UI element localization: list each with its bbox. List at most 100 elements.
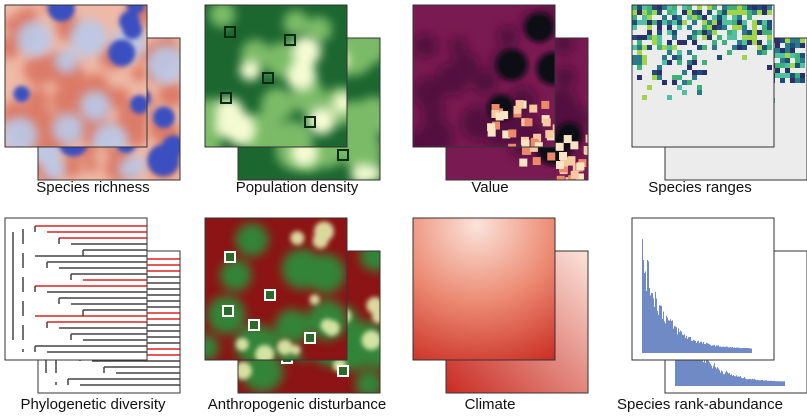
abundance-bar bbox=[722, 371, 723, 386]
blob bbox=[146, 45, 180, 85]
abundance-bar bbox=[742, 348, 743, 353]
abundance-bar bbox=[671, 321, 672, 353]
abundance-bar bbox=[654, 306, 655, 353]
abundance-bar bbox=[737, 347, 738, 353]
abundance-bar bbox=[698, 340, 699, 353]
abundance-bar bbox=[728, 373, 729, 386]
bright-cell bbox=[545, 130, 554, 139]
bright-cell bbox=[534, 142, 543, 147]
range-cell bbox=[642, 55, 647, 60]
range-cell bbox=[657, 45, 662, 50]
range-cell bbox=[647, 10, 652, 15]
blob bbox=[290, 231, 305, 246]
abundance-bar bbox=[739, 347, 740, 353]
panel-bg bbox=[5, 218, 147, 360]
blob bbox=[69, 18, 108, 57]
range-cell bbox=[637, 75, 642, 80]
range-cell bbox=[737, 5, 742, 10]
bright-cell bbox=[521, 139, 530, 147]
blob bbox=[239, 59, 261, 81]
blob bbox=[241, 350, 284, 393]
range-cell bbox=[780, 38, 785, 43]
blob bbox=[214, 111, 242, 139]
range-cell bbox=[697, 45, 702, 50]
abundance-bar bbox=[667, 317, 668, 353]
site-square bbox=[224, 26, 236, 38]
blob bbox=[553, 38, 575, 55]
abundance-bar bbox=[686, 335, 687, 353]
range-cell bbox=[707, 30, 712, 35]
range-cell bbox=[732, 30, 737, 35]
blob bbox=[130, 94, 147, 114]
blob bbox=[274, 308, 310, 344]
range-cell bbox=[757, 10, 762, 15]
range-cell bbox=[642, 95, 647, 100]
range-cell bbox=[672, 5, 677, 10]
range-cell bbox=[632, 60, 637, 65]
range-cell bbox=[667, 25, 672, 30]
range-cell bbox=[657, 10, 662, 15]
range-cell bbox=[742, 55, 747, 60]
range-cell bbox=[790, 48, 795, 53]
abundance-bar bbox=[706, 342, 707, 353]
panel-label: Species rank-abundance bbox=[617, 396, 783, 413]
abundance-bar bbox=[745, 348, 746, 353]
abundance-bar bbox=[696, 351, 697, 386]
range-cell bbox=[632, 15, 637, 20]
abundance-bar bbox=[649, 287, 650, 353]
range-cell bbox=[702, 20, 707, 25]
range-cell bbox=[652, 20, 657, 25]
range-cell bbox=[717, 55, 722, 60]
abundance-bar bbox=[675, 326, 676, 353]
abundance-bar bbox=[738, 376, 739, 386]
blob bbox=[126, 5, 145, 15]
range-cell bbox=[682, 90, 687, 95]
range-cell bbox=[642, 45, 647, 50]
abundance-bar bbox=[651, 293, 652, 353]
range-cell bbox=[632, 10, 637, 15]
abundance-bar bbox=[698, 353, 699, 386]
range-cell bbox=[717, 10, 722, 15]
range-cell bbox=[752, 35, 757, 40]
range-cell bbox=[722, 10, 727, 15]
range-cell bbox=[657, 5, 662, 10]
range-cell bbox=[795, 53, 800, 58]
range-cell bbox=[697, 85, 702, 90]
bright-cell bbox=[541, 100, 550, 109]
abundance-bar bbox=[749, 348, 750, 353]
bright-cell bbox=[533, 133, 542, 142]
bright-cell bbox=[487, 128, 496, 137]
range-cell bbox=[682, 70, 687, 75]
abundance-bar bbox=[714, 344, 715, 353]
blob bbox=[28, 88, 49, 109]
range-cell bbox=[775, 63, 780, 68]
abundance-bar bbox=[656, 298, 657, 353]
panel-border bbox=[412, 4, 556, 148]
abundance-bar bbox=[719, 370, 720, 386]
panel-label: Species richness bbox=[36, 179, 149, 196]
range-cell bbox=[707, 10, 712, 15]
blob bbox=[5, 117, 38, 147]
abundance-bar bbox=[774, 380, 775, 386]
abundance-bar bbox=[725, 372, 726, 386]
range-cell bbox=[637, 10, 642, 15]
abundance-bar bbox=[727, 372, 728, 386]
bright-cell bbox=[585, 134, 588, 143]
range-cell bbox=[657, 75, 662, 80]
range-cell bbox=[642, 35, 647, 40]
range-cell bbox=[737, 40, 742, 45]
range-cell bbox=[707, 25, 712, 30]
bright-cell bbox=[521, 146, 530, 155]
range-cell bbox=[775, 48, 780, 53]
abundance-bar bbox=[709, 344, 710, 353]
range-cell bbox=[737, 20, 742, 25]
range-cell bbox=[707, 35, 712, 40]
bright-cell bbox=[559, 152, 568, 161]
abundance-bar bbox=[757, 379, 758, 386]
abundance-bar bbox=[752, 378, 753, 386]
map-panel bbox=[632, 218, 774, 360]
range-cell bbox=[647, 15, 652, 20]
blob bbox=[371, 310, 380, 324]
range-cell bbox=[762, 45, 767, 50]
range-cell bbox=[785, 43, 790, 48]
